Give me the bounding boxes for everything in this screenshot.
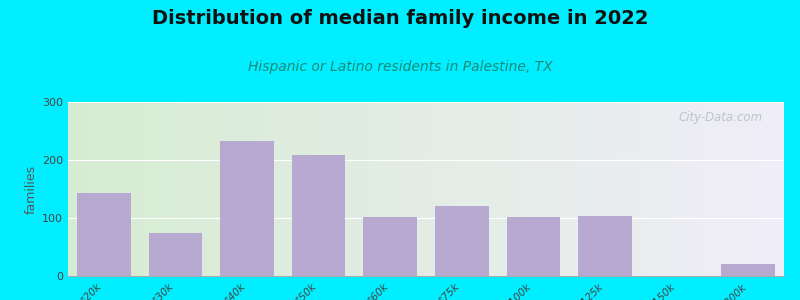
Bar — [435, 206, 489, 276]
Bar — [506, 217, 560, 276]
Bar — [363, 217, 417, 276]
Text: Distribution of median family income in 2022: Distribution of median family income in … — [152, 9, 648, 28]
Y-axis label: families: families — [25, 164, 38, 214]
Bar — [149, 232, 202, 276]
Bar — [220, 141, 274, 276]
Bar — [722, 264, 775, 276]
Bar — [77, 193, 130, 276]
Text: Hispanic or Latino residents in Palestine, TX: Hispanic or Latino residents in Palestin… — [248, 60, 552, 74]
Text: City-Data.com: City-Data.com — [678, 111, 762, 124]
Bar — [292, 155, 346, 276]
Bar — [578, 216, 632, 276]
